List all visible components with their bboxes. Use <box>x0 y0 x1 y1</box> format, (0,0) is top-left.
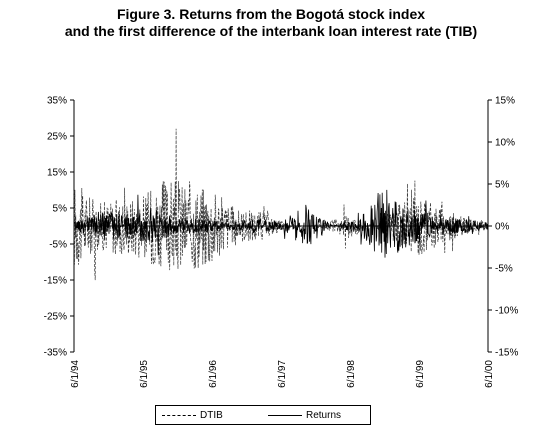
x-tick-label: 6/1/95 <box>139 360 150 388</box>
right-tick-label: -5% <box>495 264 513 275</box>
x-tick-label: 6/1/98 <box>346 360 357 388</box>
right-tick-label: 15% <box>495 96 515 107</box>
right-tick-label: -10% <box>495 306 518 317</box>
x-tick-label: 6/1/96 <box>208 360 219 388</box>
chart-title-line-2: and the first difference of the interban… <box>64 23 478 39</box>
legend-item-returns: Returns <box>268 406 341 424</box>
chart-title-line-1: Figure 3. Returns from the Bogotá stock … <box>116 6 426 22</box>
x-tick-label: 6/1/94 <box>70 360 81 388</box>
legend-item-dtib: DTIB <box>162 406 223 424</box>
x-tick-label: 6/1/97 <box>277 360 288 388</box>
right-tick-label: 0% <box>495 222 510 233</box>
left-tick-label: -5% <box>49 240 67 251</box>
left-tick-label: -35% <box>44 348 67 359</box>
left-tick-label: 15% <box>47 168 67 179</box>
chart-title: Figure 3. Returns from the Bogotá stock … <box>0 6 542 40</box>
legend-label-dtib: DTIB <box>200 409 223 421</box>
left-tick-label: 5% <box>53 204 68 215</box>
series-returns-line <box>73 189 489 258</box>
legend-swatch-returns <box>268 414 302 416</box>
right-tick-label: 5% <box>495 180 510 191</box>
x-tick-label: 6/1/99 <box>415 360 426 388</box>
left-tick-label: -15% <box>44 276 67 287</box>
left-tick-label: 35% <box>47 96 67 107</box>
right-tick-label: -15% <box>495 348 518 359</box>
left-tick-label: -25% <box>44 312 67 323</box>
legend-swatch-dtib <box>162 414 196 416</box>
legend-label-returns: Returns <box>306 409 342 421</box>
x-tick-label: 6/1/00 <box>484 360 495 388</box>
legend: DTIB Returns <box>155 405 371 425</box>
right-tick-label: 10% <box>495 138 515 149</box>
left-tick-label: 25% <box>47 132 67 143</box>
